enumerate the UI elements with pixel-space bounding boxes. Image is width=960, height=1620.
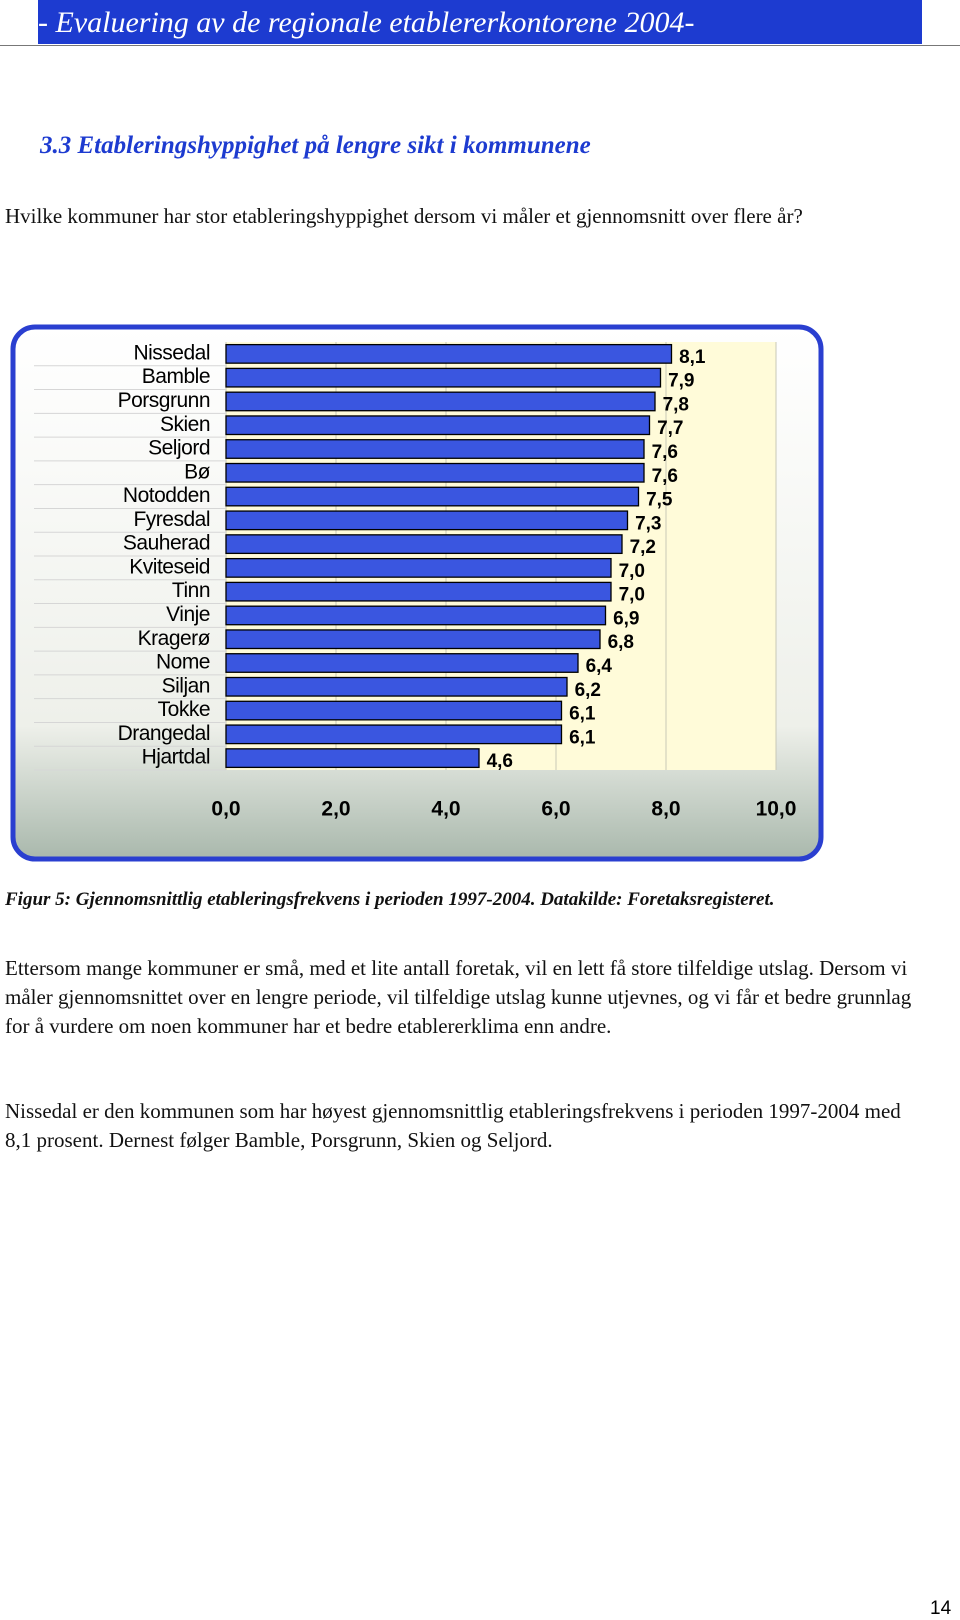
category-label: Sauherad bbox=[123, 532, 210, 555]
value-label: 7,8 bbox=[663, 394, 689, 415]
value-label: 4,6 bbox=[487, 751, 513, 772]
plot-area bbox=[226, 342, 776, 770]
value-label: 7,0 bbox=[619, 561, 645, 582]
figure-caption: Figur 5: Gjennomsnittlig etableringsfrek… bbox=[5, 889, 775, 910]
value-label: 7,6 bbox=[652, 442, 678, 463]
bar bbox=[225, 724, 563, 745]
bar bbox=[225, 391, 656, 412]
paragraph: Nissedal er den kommunen som har høyest … bbox=[5, 1099, 901, 1152]
paragraph: Hvilke kommuner har stor etableringshypp… bbox=[5, 204, 803, 228]
value-label: 7,3 bbox=[635, 513, 661, 534]
bar bbox=[225, 367, 662, 388]
category-label: Bamble bbox=[142, 365, 210, 388]
bar bbox=[225, 343, 673, 364]
value-label: 7,6 bbox=[652, 466, 678, 487]
category-label: Seljord bbox=[148, 437, 210, 460]
x-tick-label: 10,0 bbox=[756, 798, 797, 821]
value-label: 7,5 bbox=[646, 490, 673, 511]
bar bbox=[225, 415, 651, 436]
value-label: 6,4 bbox=[586, 656, 613, 677]
bar bbox=[225, 700, 563, 721]
value-label: 7,7 bbox=[657, 418, 683, 439]
section-heading: 3.3 Etableringshyppighet på lengre sikt … bbox=[40, 132, 591, 159]
x-tick-label: 2,0 bbox=[321, 798, 350, 821]
header: - Evaluering av de regionale etablererko… bbox=[38, 0, 922, 44]
category-label: Nome bbox=[156, 651, 210, 674]
value-label: 7,2 bbox=[630, 537, 656, 558]
bar bbox=[225, 581, 612, 602]
x-tick-label: 8,0 bbox=[651, 798, 680, 821]
bar bbox=[225, 629, 601, 650]
chart: 0,0 2,0 4,0 6,0 8,0 10,0 Nissedal 8,1 Bamble 7,9 P… bbox=[10, 324, 824, 862]
category-label: Nissedal bbox=[133, 341, 210, 364]
bar bbox=[225, 510, 629, 531]
value-label: 7,0 bbox=[619, 585, 645, 606]
bar bbox=[225, 605, 607, 626]
bar bbox=[225, 748, 480, 769]
category-label: Tokke bbox=[158, 698, 210, 721]
category-label: Kragerø bbox=[138, 627, 211, 650]
category-label: Drangedal bbox=[118, 722, 210, 745]
value-label: 6,1 bbox=[569, 704, 596, 725]
bar bbox=[225, 439, 645, 459]
value-label: 7,9 bbox=[668, 371, 694, 392]
paragraph: Ettersom mange kommuner er små, med et l… bbox=[5, 956, 912, 1038]
category-label: Skien bbox=[160, 413, 210, 436]
category-label: Tinn bbox=[172, 579, 210, 602]
x-tick-label: 0,0 bbox=[211, 798, 240, 821]
bar bbox=[225, 462, 645, 483]
value-label: 6,1 bbox=[569, 727, 596, 748]
value-label: 6,2 bbox=[575, 680, 601, 701]
category-label: Hjartdal bbox=[142, 746, 210, 769]
bar bbox=[225, 534, 623, 555]
x-tick-label: 6,0 bbox=[541, 798, 570, 821]
category-label: Siljan bbox=[162, 674, 210, 697]
category-label: Porsgrunn bbox=[118, 389, 210, 412]
category-label: Notodden bbox=[123, 484, 210, 507]
value-label: 8,1 bbox=[679, 347, 706, 368]
header-rule bbox=[0, 45, 960, 46]
category-label: Bø bbox=[184, 460, 211, 483]
category-label: Kviteseid bbox=[129, 555, 210, 578]
page-number: 14 bbox=[930, 1598, 952, 1619]
value-label: 6,9 bbox=[613, 608, 639, 629]
category-label: Fyresdal bbox=[133, 508, 210, 531]
value-label: 6,8 bbox=[608, 632, 634, 653]
bar bbox=[225, 676, 568, 697]
x-tick-label: 4,0 bbox=[431, 798, 460, 821]
bar bbox=[225, 557, 612, 578]
bar bbox=[225, 653, 579, 673]
bar bbox=[225, 486, 640, 507]
category-label: Vinje bbox=[166, 603, 210, 626]
